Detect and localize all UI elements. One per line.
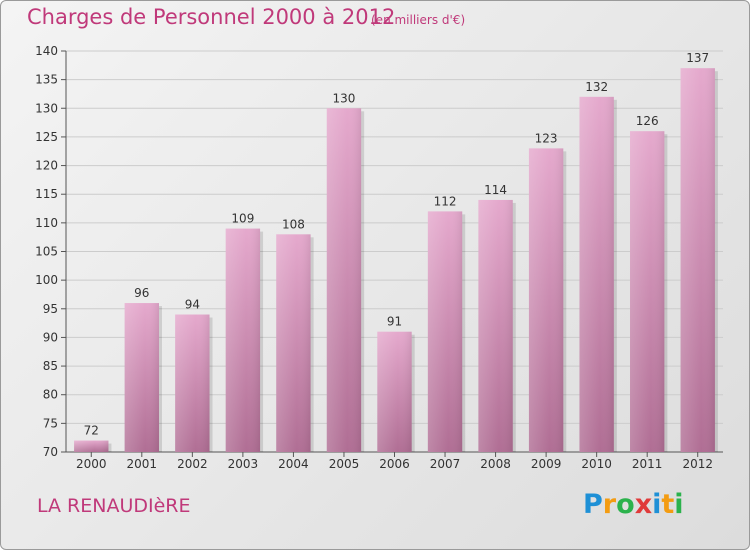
chart-title: Charges de Personnel 2000 à 2012 <box>27 5 396 29</box>
proxiti-logo[interactable]: Proxiti <box>583 489 684 520</box>
y-tick-label: 135 <box>35 73 58 87</box>
data-label: 72 <box>84 424 99 438</box>
logo-letter: t <box>661 489 675 520</box>
y-tick-label: 80 <box>43 388 58 402</box>
y-tick-label: 70 <box>43 445 58 459</box>
x-tick-label: 2003 <box>228 457 259 471</box>
y-tick-label: 130 <box>35 101 58 115</box>
x-tick-label: 2012 <box>682 457 713 471</box>
bar-highlight <box>225 228 261 452</box>
x-tick-label: 2002 <box>177 457 208 471</box>
data-label: 96 <box>134 286 149 300</box>
x-tick-label: 2001 <box>127 457 158 471</box>
y-tick-label: 120 <box>35 159 58 173</box>
bars <box>74 68 718 453</box>
data-label: 108 <box>282 217 305 231</box>
x-tick-label: 2006 <box>379 457 410 471</box>
y-tick-label: 110 <box>35 216 58 230</box>
logo-letter: x <box>634 489 653 520</box>
x-tick-label: 2010 <box>581 457 612 471</box>
data-label: 132 <box>585 80 608 94</box>
y-tick-label: 85 <box>43 359 58 373</box>
data-label: 109 <box>231 212 254 226</box>
x-tick-label: 2000 <box>76 457 107 471</box>
y-tick-label: 90 <box>43 330 58 344</box>
bar-highlight <box>630 131 665 452</box>
data-label: 91 <box>387 315 402 329</box>
bar-highlight <box>175 314 210 452</box>
data-label: 94 <box>185 298 200 312</box>
chart-subtitle: (en milliers d'€) <box>371 13 466 27</box>
x-tick-label: 2008 <box>480 457 511 471</box>
logo-letter: o <box>616 489 635 520</box>
logo-letter: r <box>602 489 617 520</box>
data-label: 126 <box>636 114 659 128</box>
y-tick-label: 115 <box>35 187 58 201</box>
bar-highlight <box>579 96 614 452</box>
x-tick-label: 2007 <box>430 457 461 471</box>
bar-highlight <box>276 234 311 452</box>
bar-highlight <box>528 148 564 452</box>
bar-highlight <box>326 108 362 453</box>
data-label: 137 <box>686 51 709 65</box>
x-tick-label: 2005 <box>329 457 360 471</box>
bar-highlight <box>478 199 513 452</box>
logo-letter: i <box>674 489 684 520</box>
bar-highlight <box>427 211 463 452</box>
data-label: 114 <box>484 183 507 197</box>
bar-highlight <box>377 331 412 452</box>
commune-name: LA RENAUDIèRE <box>37 495 191 517</box>
data-label: 112 <box>434 194 457 208</box>
data-label: 123 <box>535 131 558 145</box>
bar-chart: 70 75 80 85 90 95 100 105 110 115 120 125 130 135 140 2… <box>35 44 723 471</box>
bar-highlight <box>124 303 159 452</box>
y-tick-label: 75 <box>43 416 58 430</box>
y-tick-label: 140 <box>35 44 58 58</box>
logo-letter: i <box>652 489 662 520</box>
y-tick-label: 100 <box>35 273 58 287</box>
x-tick-label: 2011 <box>632 457 663 471</box>
bar-highlight <box>74 440 109 452</box>
y-tick-label: 105 <box>35 245 58 259</box>
bar-highlight <box>680 68 715 452</box>
logo-letter: P <box>583 489 603 520</box>
data-label: 130 <box>333 91 356 105</box>
x-tick-label: 2004 <box>278 457 309 471</box>
y-tick-label: 125 <box>35 130 58 144</box>
x-tick-label: 2009 <box>531 457 562 471</box>
data-labels: 72 96 94 109 108 130 91 112 114 123 132 126 137 <box>84 51 710 437</box>
y-tick-label: 95 <box>43 302 58 316</box>
